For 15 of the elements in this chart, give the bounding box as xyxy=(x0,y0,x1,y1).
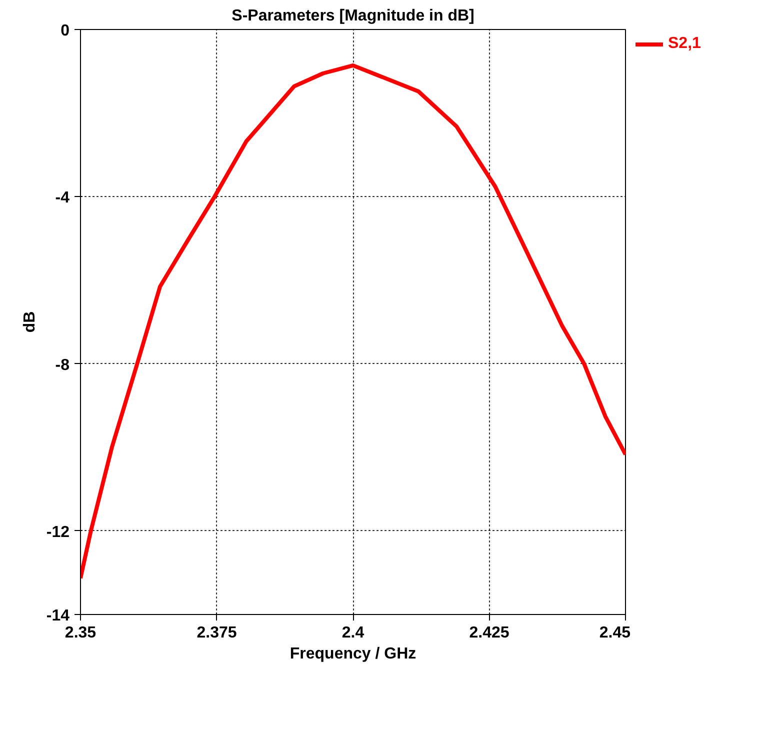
y-tick-label: -4 xyxy=(55,190,70,207)
y-tick-label: 0 xyxy=(60,22,70,40)
legend-label: S2,1 xyxy=(668,35,701,53)
x-tick-label: 2.375 xyxy=(196,624,237,642)
x-tick-label: 2.35 xyxy=(64,624,96,642)
x-tick-label: 2.4 xyxy=(342,624,364,642)
x-axis-title: Frequency / GHz xyxy=(290,646,416,662)
y-tick-label: -8 xyxy=(55,356,70,374)
y-tick-label: -12 xyxy=(46,524,70,541)
y-tick-label: -14 xyxy=(46,608,70,624)
y-axis-title: dB xyxy=(21,311,38,333)
x-tick-label: 2.45 xyxy=(599,624,631,642)
x-tick-label: 2.425 xyxy=(469,624,510,642)
chart-title: S-Parameters [Magnitude in dB] xyxy=(232,8,474,24)
line-series xyxy=(80,63,626,580)
